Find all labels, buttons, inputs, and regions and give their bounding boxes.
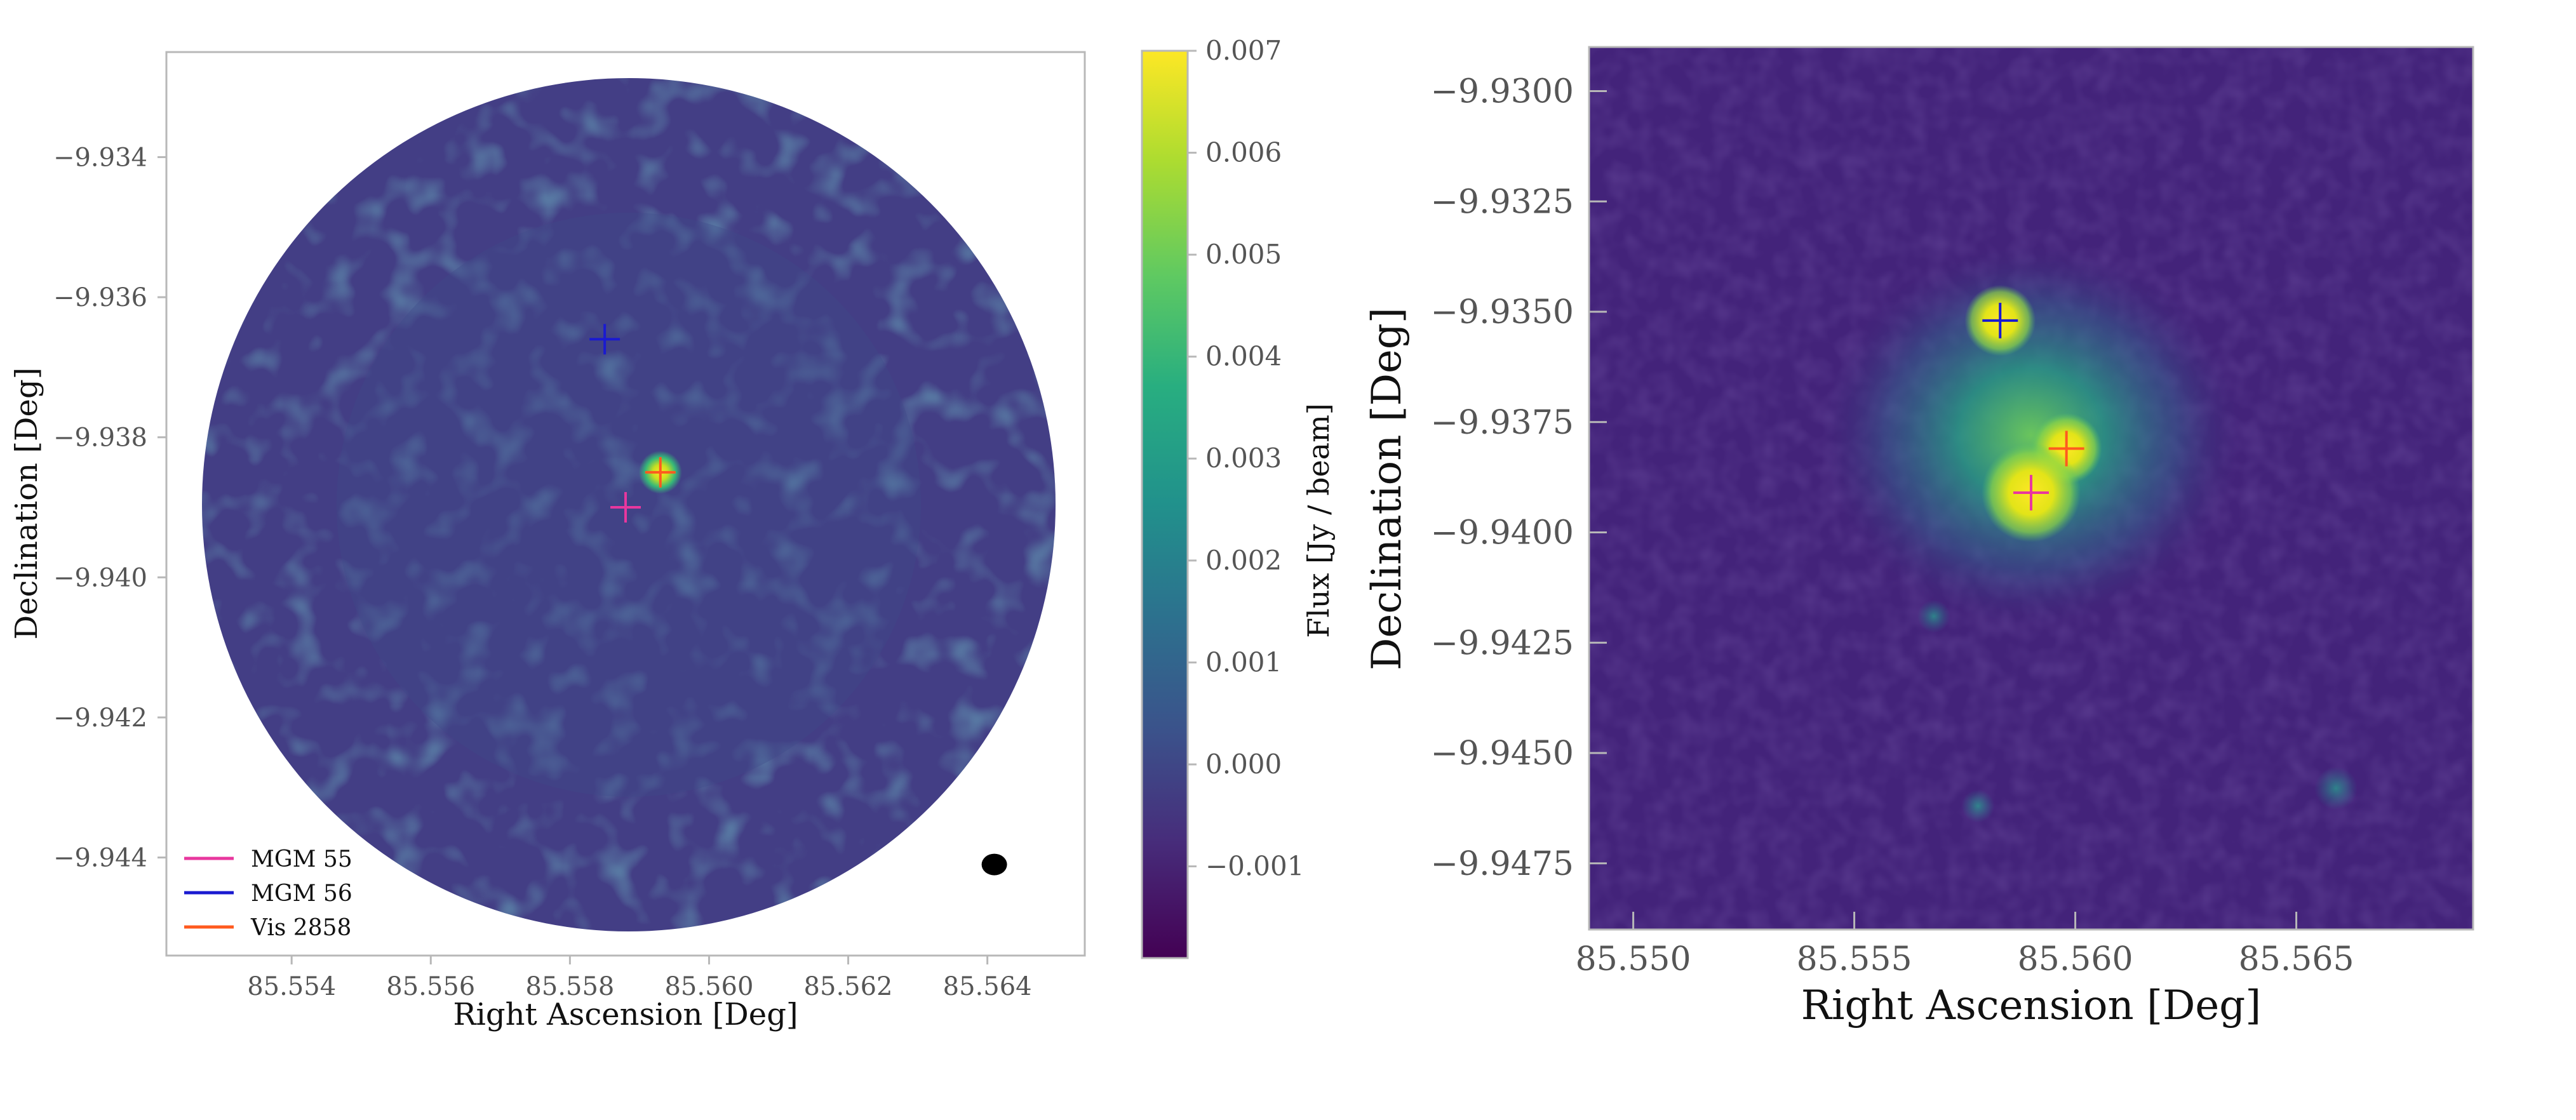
left-y-tick-label: −9.944 bbox=[53, 844, 147, 873]
legend-entry: MGM 56 bbox=[184, 881, 352, 907]
right-y-tick-label: −9.9400 bbox=[1430, 514, 1574, 552]
left-x-ticks: 85.554 85.556 85.558 85.560 85.562 85.564 bbox=[247, 956, 1032, 1001]
colorbar-tick-label: 0.004 bbox=[1205, 341, 1282, 372]
left-y-tick-label: −9.936 bbox=[53, 283, 147, 312]
left-y-tick-label: −9.940 bbox=[53, 563, 147, 592]
right-y-axis-label: Declination [Deg] bbox=[1364, 307, 1411, 670]
left-markers bbox=[589, 324, 676, 523]
colorbar-ticks: −0.001 0.000 0.001 0.002 0.003 0.004 0.005 0.00… bbox=[1188, 35, 1304, 881]
colorbar: −0.001 0.000 0.001 0.002 0.003 0.004 0.005 0.00… bbox=[1141, 35, 1336, 959]
right-plot-frame bbox=[1588, 46, 2474, 931]
right-x-tick-label: 85.550 bbox=[1576, 940, 1691, 978]
left-plot-frame bbox=[165, 51, 1086, 957]
left-panel: 85.554 85.556 85.558 85.560 85.562 85.564 −9.… bbox=[9, 51, 1086, 1032]
left-x-tick-label: 85.558 bbox=[525, 972, 614, 1001]
legend-label: MGM 56 bbox=[251, 881, 352, 907]
colorbar-tick-label: 0.000 bbox=[1205, 749, 1282, 780]
marker-mgm-56 bbox=[589, 324, 621, 355]
faint-source bbox=[1961, 789, 1995, 823]
right-y-tick-label: −9.9300 bbox=[1430, 73, 1574, 111]
left-x-tick-label: 85.562 bbox=[804, 972, 893, 1001]
marker-mgm-56 bbox=[1982, 302, 2018, 338]
left-x-axis-label: Right Ascension [Deg] bbox=[453, 997, 798, 1032]
faint-source bbox=[2314, 766, 2358, 810]
marker-mgm-55 bbox=[2013, 474, 2049, 510]
left-x-tick-label: 85.564 bbox=[943, 972, 1032, 1001]
marker-mgm-55 bbox=[610, 492, 641, 523]
colorbar-tick-label: 0.003 bbox=[1205, 443, 1282, 474]
faint-source bbox=[1917, 599, 1950, 633]
legend-label: MGM 55 bbox=[251, 846, 352, 872]
right-y-tick-label: −9.9375 bbox=[1430, 404, 1574, 442]
right-markers bbox=[1982, 302, 2084, 510]
left-y-tick-label: −9.938 bbox=[53, 423, 147, 453]
left-x-tick-label: 85.554 bbox=[247, 972, 336, 1001]
legend-entry: Vis 2858 bbox=[184, 915, 351, 941]
right-y-ticks: −9.9300 −9.9325 −9.9350 −9.9375 −9.9400 −9.94… bbox=[1430, 73, 1607, 883]
right-y-tick-label: −9.9325 bbox=[1430, 183, 1574, 221]
legend: MGM 55 MGM 56 Vis 2858 bbox=[184, 846, 352, 941]
infrared-image bbox=[1589, 47, 2473, 930]
colorbar-label: Flux [Jy / beam] bbox=[1301, 403, 1336, 638]
colorbar-tick-label: 0.005 bbox=[1205, 239, 1282, 270]
colorbar-tick-label: 0.001 bbox=[1205, 646, 1282, 677]
right-x-tick-label: 85.555 bbox=[1797, 940, 1912, 978]
left-y-axis-label: Declination [Deg] bbox=[9, 368, 44, 640]
right-y-tick-label: −9.9425 bbox=[1430, 624, 1574, 662]
right-x-axis-label: Right Ascension [Deg] bbox=[1801, 982, 2261, 1029]
left-y-tick-label: −9.934 bbox=[53, 143, 147, 172]
map-field-of-view bbox=[202, 78, 1056, 931]
colorbar-tick-label: 0.002 bbox=[1205, 545, 1282, 576]
right-x-tick-label: 85.560 bbox=[2018, 940, 2133, 978]
marker-vis-2858 bbox=[645, 457, 676, 488]
right-y-tick-label: −9.9350 bbox=[1430, 293, 1574, 331]
legend-label: Vis 2858 bbox=[250, 915, 351, 941]
beam-ellipse bbox=[981, 853, 1007, 876]
legend-entry: MGM 55 bbox=[184, 846, 352, 872]
left-x-tick-label: 85.560 bbox=[664, 972, 753, 1001]
right-y-tick-label: −9.9475 bbox=[1430, 845, 1574, 883]
left-y-tick-label: −9.942 bbox=[53, 703, 147, 733]
right-panel: 85.550 85.555 85.560 85.565 −9.9300−9.9325−… bbox=[1364, 46, 2474, 1029]
colorbar-tick-label: 0.007 bbox=[1205, 35, 1282, 66]
right-x-ticks: 85.550 85.555 85.560 85.565 bbox=[1576, 912, 2354, 978]
left-y-ticks: −9.934 −9.936 −9.938 −9.940 −9.942 −9.944 bbox=[53, 143, 166, 873]
marker-vis-2858 bbox=[2048, 430, 2084, 467]
left-x-tick-label: 85.556 bbox=[386, 972, 475, 1001]
colorbar-tick-label: −0.001 bbox=[1205, 850, 1304, 881]
colorbar-gradient bbox=[1141, 50, 1189, 959]
right-y-tick-label: −9.9450 bbox=[1430, 735, 1574, 773]
colorbar-tick-label: 0.006 bbox=[1205, 137, 1282, 168]
right-x-tick-label: 85.565 bbox=[2239, 940, 2354, 978]
